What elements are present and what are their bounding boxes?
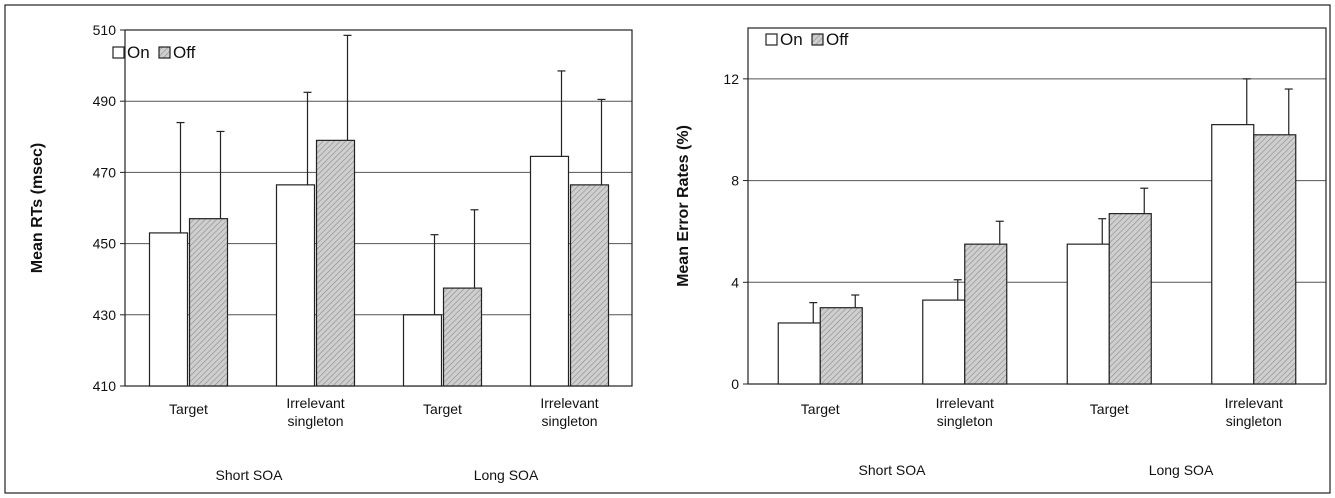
legend-swatch-off [811, 33, 824, 46]
y-tick-label: 490 [93, 93, 117, 109]
group-label: Short SOA [216, 467, 284, 483]
y-tick-label: 0 [731, 376, 739, 392]
bar-off-4 [569, 184, 610, 387]
y-tick-label: 430 [93, 307, 117, 323]
legend-label-off: Off [173, 43, 196, 62]
category-label: Irrelevant singleton [286, 395, 344, 429]
legend-label-on: On [780, 30, 803, 49]
bar-on-1 [777, 322, 821, 385]
category-label: Irrelevant singleton [540, 395, 598, 429]
group-label: Short SOA [859, 462, 927, 478]
category-label: Irrelevant singleton [936, 395, 994, 429]
bar-on-3 [402, 314, 443, 387]
chart-1: 410 430 450 470 490 510 Mean RTs (msec) Target I… [29, 22, 633, 483]
category-label: Target [169, 401, 208, 417]
figure-border [4, 4, 1331, 494]
y-tick-label: 4 [731, 274, 739, 290]
y-axis-label: Mean RTs (msec) [29, 143, 46, 273]
plot-area [747, 27, 1327, 385]
y-tick-label: 8 [731, 173, 739, 189]
y-tick-label: 510 [93, 22, 117, 38]
category-label: Target [801, 401, 840, 417]
bar-off-1 [188, 218, 229, 387]
bar-on-1 [148, 232, 189, 387]
plot-area [124, 29, 633, 387]
bar-on-2 [275, 184, 316, 387]
y-tick-label: 470 [93, 164, 117, 180]
legend-swatch-on [765, 33, 778, 46]
bar-off-4 [1253, 134, 1297, 385]
bar-off-2 [315, 139, 356, 387]
legend-label-on: On [127, 43, 150, 62]
y-tick-label: 450 [93, 236, 117, 252]
group-label: Long SOA [474, 467, 539, 483]
bar-on-4 [529, 155, 570, 387]
y-axis-label: Mean Error Rates (%) [675, 125, 692, 287]
legend-swatch-on [112, 46, 125, 59]
bar-on-2 [922, 299, 966, 385]
bar-off-3 [1108, 213, 1152, 385]
bar-on-3 [1066, 243, 1110, 385]
category-label: Irrelevant singleton [1225, 395, 1283, 429]
bar-off-3 [442, 287, 483, 387]
group-label: Long SOA [1149, 462, 1214, 478]
legend-label-off: Off [826, 30, 849, 49]
chart-2: 0 4 8 12 Mean Error Rates (%) Target Irrelevan… [675, 27, 1327, 478]
y-tick-label: 12 [723, 71, 739, 87]
bar-on-4 [1211, 124, 1255, 385]
bar-off-1 [819, 307, 863, 385]
bar-off-2 [964, 243, 1008, 385]
category-label: Target [423, 401, 462, 417]
legend-swatch-off [158, 46, 171, 59]
y-tick-label: 410 [93, 378, 117, 394]
category-label: Target [1090, 401, 1129, 417]
